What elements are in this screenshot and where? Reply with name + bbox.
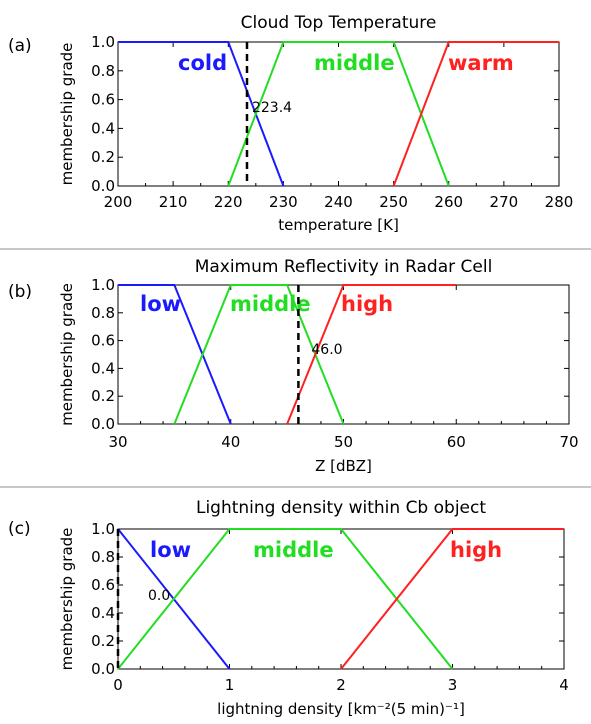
y-tick-label: 1.0 xyxy=(91,520,115,538)
marker-value-label: 223.4 xyxy=(252,100,292,116)
x-axis-label: temperature [K] xyxy=(278,216,399,234)
x-tick-label: 60 xyxy=(447,433,466,451)
series-label-high: high xyxy=(341,292,393,316)
series-label-cold: cold xyxy=(178,51,227,75)
x-tick-label: 220 xyxy=(214,193,243,211)
series-label-middle: middle xyxy=(314,51,395,75)
x-axis-label: lightning density [km⁻²(5 min)⁻¹] xyxy=(217,700,465,718)
x-tick-label: 280 xyxy=(545,193,574,211)
series-line-warm xyxy=(392,41,559,187)
x-tick-label: 210 xyxy=(159,193,188,211)
x-tick-label: 0 xyxy=(113,676,123,694)
chart-a: Cloud Top Temperature 200 210 220 230 240 250 2… xyxy=(58,13,574,234)
y-tick-label: 0.2 xyxy=(91,148,115,166)
panel-a: (a) Cloud Top Temperature 200 210 220 230 240… xyxy=(0,0,591,238)
series-line-cold xyxy=(118,41,285,187)
separator-2 xyxy=(0,486,591,488)
separator-1 xyxy=(0,248,591,250)
y-tick-label: 1.0 xyxy=(91,33,115,51)
series-line-high xyxy=(286,284,457,425)
x-tick-label: 3 xyxy=(448,676,458,694)
x-tick-label: 4 xyxy=(559,676,569,694)
y-tick-label: 0.0 xyxy=(91,415,115,433)
series-line-low xyxy=(118,284,232,425)
chart-title: Maximum Reflectivity in Radar Cell xyxy=(195,257,493,277)
y-tick-label: 0.4 xyxy=(91,604,115,622)
series-label-low: low xyxy=(140,292,181,316)
marker-value-label: 46.0 xyxy=(311,342,342,358)
x-tick-label: 40 xyxy=(221,433,240,451)
x-tick-label: 30 xyxy=(108,433,127,451)
y-axis-label: membership grade xyxy=(58,43,76,186)
y-tick-label: 0.4 xyxy=(91,119,115,137)
x-tick-label: 240 xyxy=(324,193,353,211)
panel-label-b: (b) xyxy=(8,282,33,302)
y-tick-label: 0.2 xyxy=(91,632,115,650)
panel-label-a: (a) xyxy=(8,36,32,56)
x-tick-label: 250 xyxy=(379,193,408,211)
x-axis-label: Z [dBZ] xyxy=(315,457,372,475)
y-tick-label: 1.0 xyxy=(91,276,115,294)
x-tick-label: 260 xyxy=(434,193,463,211)
x-tick-label: 70 xyxy=(559,433,578,451)
panel-b: (b) Maximum Reflectivity in Radar Cell 30… xyxy=(0,250,591,480)
series-label-low: low xyxy=(150,538,191,562)
chart-c: Lightning density within Cb object 0 1 2 3 4 0… xyxy=(58,498,569,718)
y-tick-label: 0.6 xyxy=(91,332,115,350)
series-label-high: high xyxy=(450,538,502,562)
panel-label-c: (c) xyxy=(8,519,31,539)
y-axis-label: membership grade xyxy=(58,283,76,426)
x-tick-label: 230 xyxy=(269,193,298,211)
y-tick-label: 0.8 xyxy=(91,548,115,566)
y-tick-label: 0.8 xyxy=(91,304,115,322)
series-label-warm: warm xyxy=(448,51,514,75)
y-tick-label: 0.8 xyxy=(91,62,115,80)
chart-title: Lightning density within Cb object xyxy=(196,498,486,518)
series-label-middle: middle xyxy=(253,538,334,562)
series-line-high xyxy=(340,528,564,670)
chart-b: Maximum Reflectivity in Radar Cell 30 40 50… xyxy=(58,257,579,475)
x-tick-label: 50 xyxy=(334,433,353,451)
x-tick-label: 1 xyxy=(225,676,235,694)
x-tick-label: 200 xyxy=(104,193,133,211)
y-tick-label: 0.0 xyxy=(91,177,115,195)
panel-c: (c) Lightning density within Cb object 0 1… xyxy=(0,488,591,724)
chart-title: Cloud Top Temperature xyxy=(241,13,437,33)
y-axis-label: membership grade xyxy=(58,528,76,671)
x-tick-label: 270 xyxy=(490,193,519,211)
x-tick-label: 2 xyxy=(336,676,346,694)
y-tick-label: 0.6 xyxy=(91,91,115,109)
y-tick-label: 0.6 xyxy=(91,576,115,594)
marker-value-label: 0.0 xyxy=(148,588,170,604)
y-tick-label: 0.2 xyxy=(91,387,115,405)
y-tick-label: 0.0 xyxy=(91,660,115,678)
y-tick-label: 0.4 xyxy=(91,359,115,377)
